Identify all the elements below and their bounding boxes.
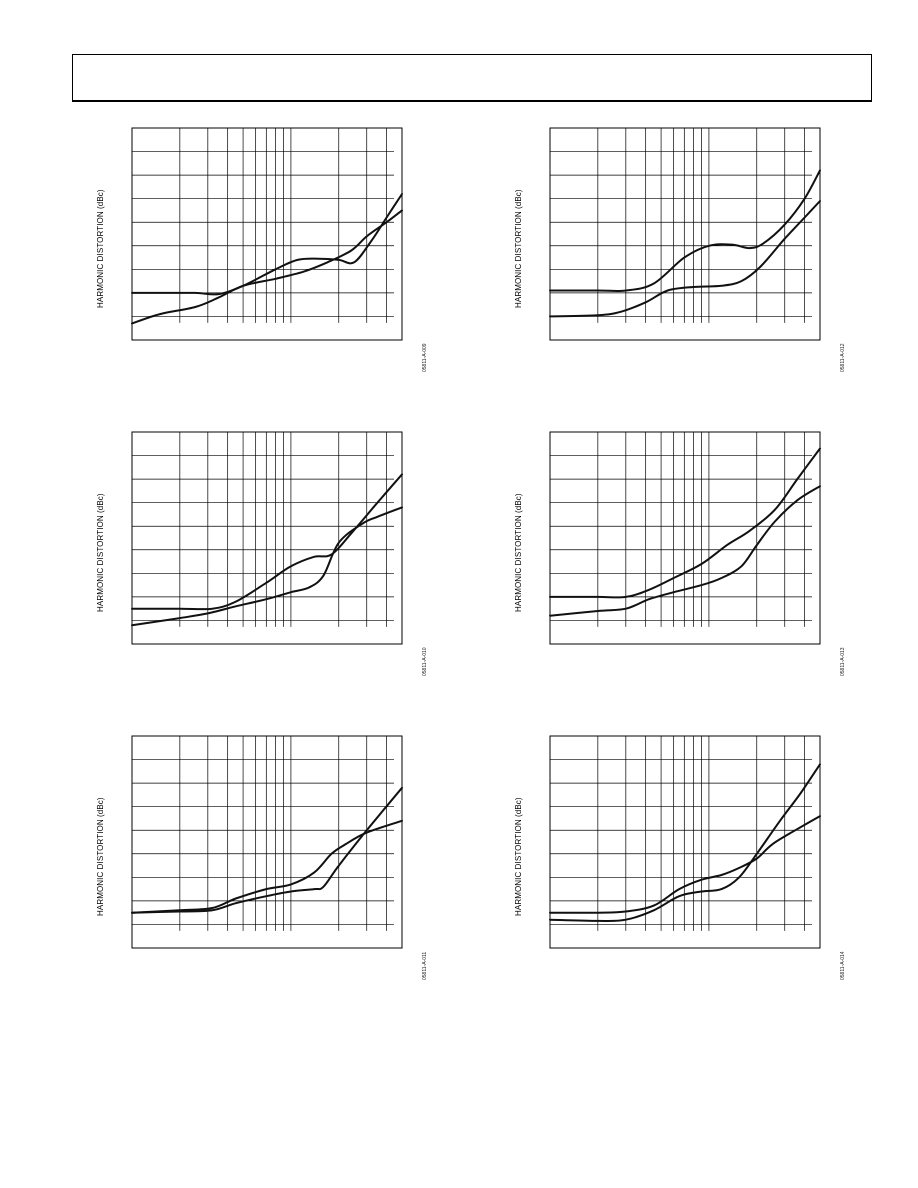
series-line-1 (549, 447, 821, 599)
series-line-1 (131, 193, 403, 296)
series-line-2 (131, 209, 403, 325)
plot-svg (131, 431, 403, 645)
series-line-2 (549, 485, 821, 617)
series-line-1 (549, 169, 821, 293)
chart-1: HARMONIC DISTORTION (dBc) 05811-A-009 (88, 120, 448, 400)
series-line-1 (549, 815, 821, 914)
plot-svg (549, 735, 821, 949)
plot-svg (549, 431, 821, 645)
chart-5: HARMONIC DISTORTION (dBc) 05811-A-011 (88, 728, 448, 1008)
series-line-1 (131, 473, 403, 611)
plot-svg (131, 735, 403, 949)
series-line-2 (131, 506, 403, 627)
page-header-box (72, 54, 872, 102)
plot-svg (131, 127, 403, 341)
chart-4: HARMONIC DISTORTION (dBc) 05811-A-013 (506, 424, 866, 704)
series-line-2 (131, 786, 403, 914)
series-line-2 (549, 763, 821, 922)
series-line-2 (549, 200, 821, 318)
plot-frame (549, 431, 821, 645)
series-line-1 (131, 819, 403, 914)
plot-frame (131, 431, 403, 645)
plot-frame (549, 127, 821, 341)
plot-frame (131, 127, 403, 341)
plot-frame (131, 735, 403, 949)
plot-frame (549, 735, 821, 949)
chart-3: HARMONIC DISTORTION (dBc) 05811-A-010 (88, 424, 448, 704)
plot-svg (549, 127, 821, 341)
chart-2: HARMONIC DISTORTION (dBc) 05811-A-012 (506, 120, 866, 400)
chart-6: HARMONIC DISTORTION (dBc) 05811-A-014 (506, 728, 866, 1008)
